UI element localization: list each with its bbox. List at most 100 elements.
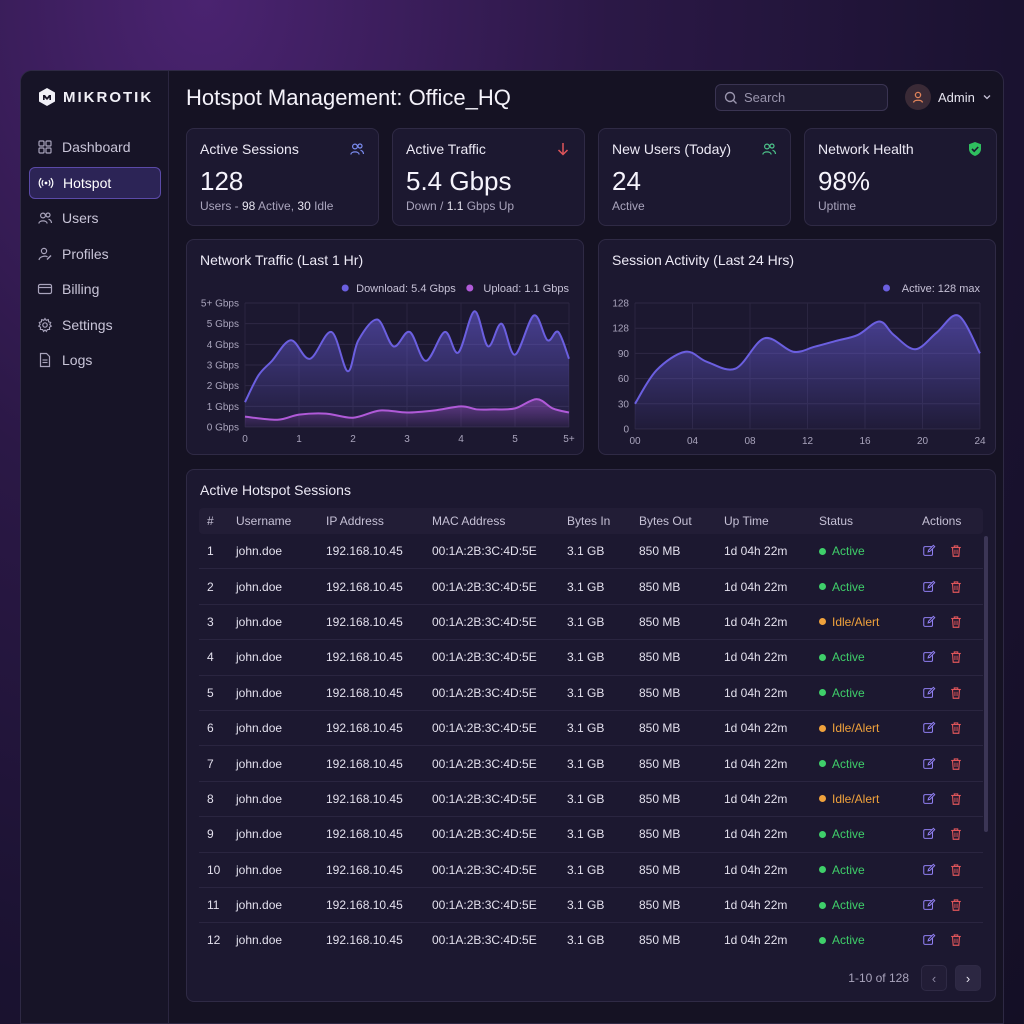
sidebar-item-users[interactable]: Users bbox=[29, 202, 161, 234]
trash-icon[interactable] bbox=[949, 721, 963, 735]
table-row[interactable]: 2 john.doe 192.168.10.45 00:1A:2B:3C:4D:5E 3… bbox=[199, 569, 983, 605]
trash-icon[interactable] bbox=[949, 863, 963, 877]
table-row[interactable]: 3 john.doe 192.168.10.45 00:1A:2B:3C:4D:5E 3… bbox=[199, 605, 983, 641]
trash-icon[interactable] bbox=[949, 792, 963, 806]
edit-icon[interactable] bbox=[922, 757, 936, 771]
table-cell: 850 MB bbox=[639, 650, 681, 665]
trash-icon[interactable] bbox=[949, 580, 963, 594]
table-row[interactable]: 12 john.doe 192.168.10.45 00:1A:2B:3C:4D:5E… bbox=[199, 923, 983, 956]
column-header[interactable]: Username bbox=[236, 514, 292, 528]
pagination-info: 1-10 of 128 bbox=[848, 971, 909, 985]
column-header[interactable]: Up Time bbox=[724, 514, 769, 528]
table-row[interactable]: 4 john.doe 192.168.10.45 00:1A:2B:3C:4D:5E 3… bbox=[199, 640, 983, 676]
sidebar-item-hotspot[interactable]: Hotspot bbox=[29, 166, 161, 199]
edit-icon[interactable] bbox=[922, 827, 936, 841]
row-actions bbox=[922, 544, 963, 558]
stat-subtitle: Down / 1.1 Gbps Up bbox=[406, 199, 514, 213]
x-tick-label: 4 bbox=[458, 434, 464, 445]
table-cell: 192.168.10.45 bbox=[326, 862, 403, 877]
table-row[interactable]: 10 john.doe 192.168.10.45 00:1A:2B:3C:4D:5E… bbox=[199, 853, 983, 888]
status-badge: Active bbox=[819, 933, 865, 947]
edit-icon[interactable] bbox=[922, 933, 936, 947]
sidebar-item-profiles[interactable]: Profiles bbox=[29, 238, 161, 270]
sidebar-item-settings[interactable]: Settings bbox=[29, 309, 161, 341]
table-row[interactable]: 11 john.doe 192.168.10.45 00:1A:2B:3C:4D:5E… bbox=[199, 888, 983, 924]
edit-icon[interactable] bbox=[922, 650, 936, 664]
table-cell: 1d 04h 22m bbox=[724, 685, 788, 700]
sidebar-item-dashboard[interactable]: Dashboard bbox=[29, 131, 161, 163]
sidebar-item-logs[interactable]: Logs bbox=[29, 344, 161, 376]
table-scrollbar[interactable] bbox=[984, 536, 988, 832]
column-header[interactable]: # bbox=[207, 514, 214, 528]
y-tick-label: 90 bbox=[618, 349, 630, 360]
table-row[interactable]: 5 john.doe 192.168.10.45 00:1A:2B:3C:4D:5E 3… bbox=[199, 676, 983, 711]
table-row[interactable]: 9 john.doe 192.168.10.45 00:1A:2B:3C:4D:5E 3… bbox=[199, 817, 983, 853]
column-header[interactable]: Bytes In bbox=[567, 514, 611, 528]
logo: MIKROTIK bbox=[37, 87, 153, 107]
edit-icon[interactable] bbox=[922, 721, 936, 735]
user-menu[interactable]: Admin bbox=[905, 84, 992, 110]
legend-label: Active: 128 max bbox=[902, 283, 981, 295]
trash-icon[interactable] bbox=[949, 650, 963, 664]
table-cell: john.doe bbox=[236, 721, 283, 736]
status-dot bbox=[819, 618, 826, 626]
status-label: Active bbox=[832, 685, 865, 700]
row-actions bbox=[922, 757, 963, 771]
trash-icon[interactable] bbox=[949, 615, 963, 629]
table-cell: 1d 04h 22m bbox=[724, 791, 788, 806]
table-header: # Username IP Address MAC Address Bytes In By… bbox=[199, 508, 983, 534]
table-cell: 1d 04h 22m bbox=[724, 721, 788, 736]
table-row[interactable]: 7 john.doe 192.168.10.45 00:1A:2B:3C:4D:5E 3… bbox=[199, 746, 983, 782]
edit-icon[interactable] bbox=[922, 615, 936, 629]
edit-icon[interactable] bbox=[922, 898, 936, 912]
trash-icon[interactable] bbox=[949, 827, 963, 841]
table-cell: 00:1A:2B:3C:4D:5E bbox=[432, 685, 537, 700]
table-cell: 192.168.10.45 bbox=[326, 721, 403, 736]
trash-icon[interactable] bbox=[949, 686, 963, 700]
trash-icon[interactable] bbox=[949, 933, 963, 947]
column-header[interactable]: IP Address bbox=[326, 514, 384, 528]
table-cell: 1d 04h 22m bbox=[724, 933, 788, 948]
next-page-button[interactable]: › bbox=[955, 965, 981, 991]
edit-icon[interactable] bbox=[922, 686, 936, 700]
trash-icon[interactable] bbox=[949, 544, 963, 558]
edit-icon[interactable] bbox=[922, 580, 936, 594]
trash-icon[interactable] bbox=[949, 898, 963, 912]
row-actions bbox=[922, 863, 963, 877]
status-dot bbox=[819, 866, 826, 874]
search-input[interactable] bbox=[744, 90, 874, 105]
column-header[interactable]: MAC Address bbox=[432, 514, 506, 528]
search-box[interactable] bbox=[715, 84, 888, 111]
table-row[interactable]: 8 john.doe 192.168.10.45 00:1A:2B:3C:4D:5E 3… bbox=[199, 782, 983, 818]
stat-card: New Users (Today) 24 Active bbox=[598, 128, 791, 226]
stat-subtitle: Users - 98 Active, 30 Idle bbox=[200, 199, 333, 213]
status-dot bbox=[819, 936, 826, 944]
table-cell: 00:1A:2B:3C:4D:5E bbox=[432, 579, 537, 594]
table-cell: john.doe bbox=[236, 579, 283, 594]
status-label: Idle/Alert bbox=[832, 614, 880, 629]
prev-page-button[interactable]: ‹ bbox=[921, 965, 947, 991]
legend-dot bbox=[341, 284, 349, 292]
column-header[interactable]: Bytes Out bbox=[639, 514, 692, 528]
column-header[interactable]: Status bbox=[819, 514, 854, 528]
status-label: Active bbox=[832, 862, 865, 877]
stat-title: Network Health bbox=[818, 141, 914, 157]
column-header[interactable]: Actions bbox=[922, 514, 962, 528]
sidebar-item-billing[interactable]: Billing bbox=[29, 273, 161, 305]
x-tick-label: 12 bbox=[802, 436, 814, 447]
table-cell: 3.1 GB bbox=[567, 791, 605, 806]
edit-icon[interactable] bbox=[922, 792, 936, 806]
user-name: Admin bbox=[938, 89, 975, 105]
users-icon bbox=[349, 141, 365, 157]
x-tick-label: 04 bbox=[687, 436, 699, 447]
table-cell: 3.1 GB bbox=[567, 650, 605, 665]
table-cell: 1 bbox=[207, 544, 214, 559]
trash-icon[interactable] bbox=[949, 757, 963, 771]
status-label: Idle/Alert bbox=[832, 721, 880, 736]
table-row[interactable]: 1 john.doe 192.168.10.45 00:1A:2B:3C:4D:5E 3… bbox=[199, 534, 983, 570]
table-row[interactable]: 6 john.doe 192.168.10.45 00:1A:2B:3C:4D:5E 3… bbox=[199, 711, 983, 747]
edit-icon[interactable] bbox=[922, 863, 936, 877]
y-tick-label: 1 Gbps bbox=[207, 402, 239, 413]
stat-sub-number: 30 bbox=[297, 199, 311, 213]
edit-icon[interactable] bbox=[922, 544, 936, 558]
